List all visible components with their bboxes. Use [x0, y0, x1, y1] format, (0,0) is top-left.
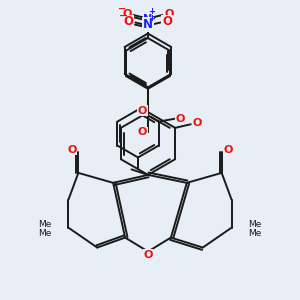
Text: O: O	[143, 250, 153, 260]
Text: Me: Me	[39, 220, 52, 229]
Text: +: +	[148, 7, 155, 16]
Text: O: O	[162, 15, 172, 28]
Text: −: −	[119, 11, 128, 21]
Text: N: N	[143, 18, 153, 31]
Text: +: +	[148, 14, 156, 22]
Text: O: O	[67, 145, 76, 154]
Text: O: O	[124, 15, 134, 28]
Text: O: O	[138, 106, 147, 116]
Text: O: O	[164, 9, 173, 20]
Text: −: −	[118, 4, 126, 14]
Text: Me: Me	[39, 229, 52, 238]
Text: O: O	[138, 127, 147, 137]
Text: O: O	[192, 118, 202, 128]
Text: O: O	[122, 9, 132, 20]
Text: O: O	[175, 114, 184, 124]
Text: O: O	[224, 145, 233, 154]
Text: Me: Me	[248, 229, 261, 238]
Text: Me: Me	[248, 220, 261, 229]
Text: N: N	[143, 14, 152, 24]
